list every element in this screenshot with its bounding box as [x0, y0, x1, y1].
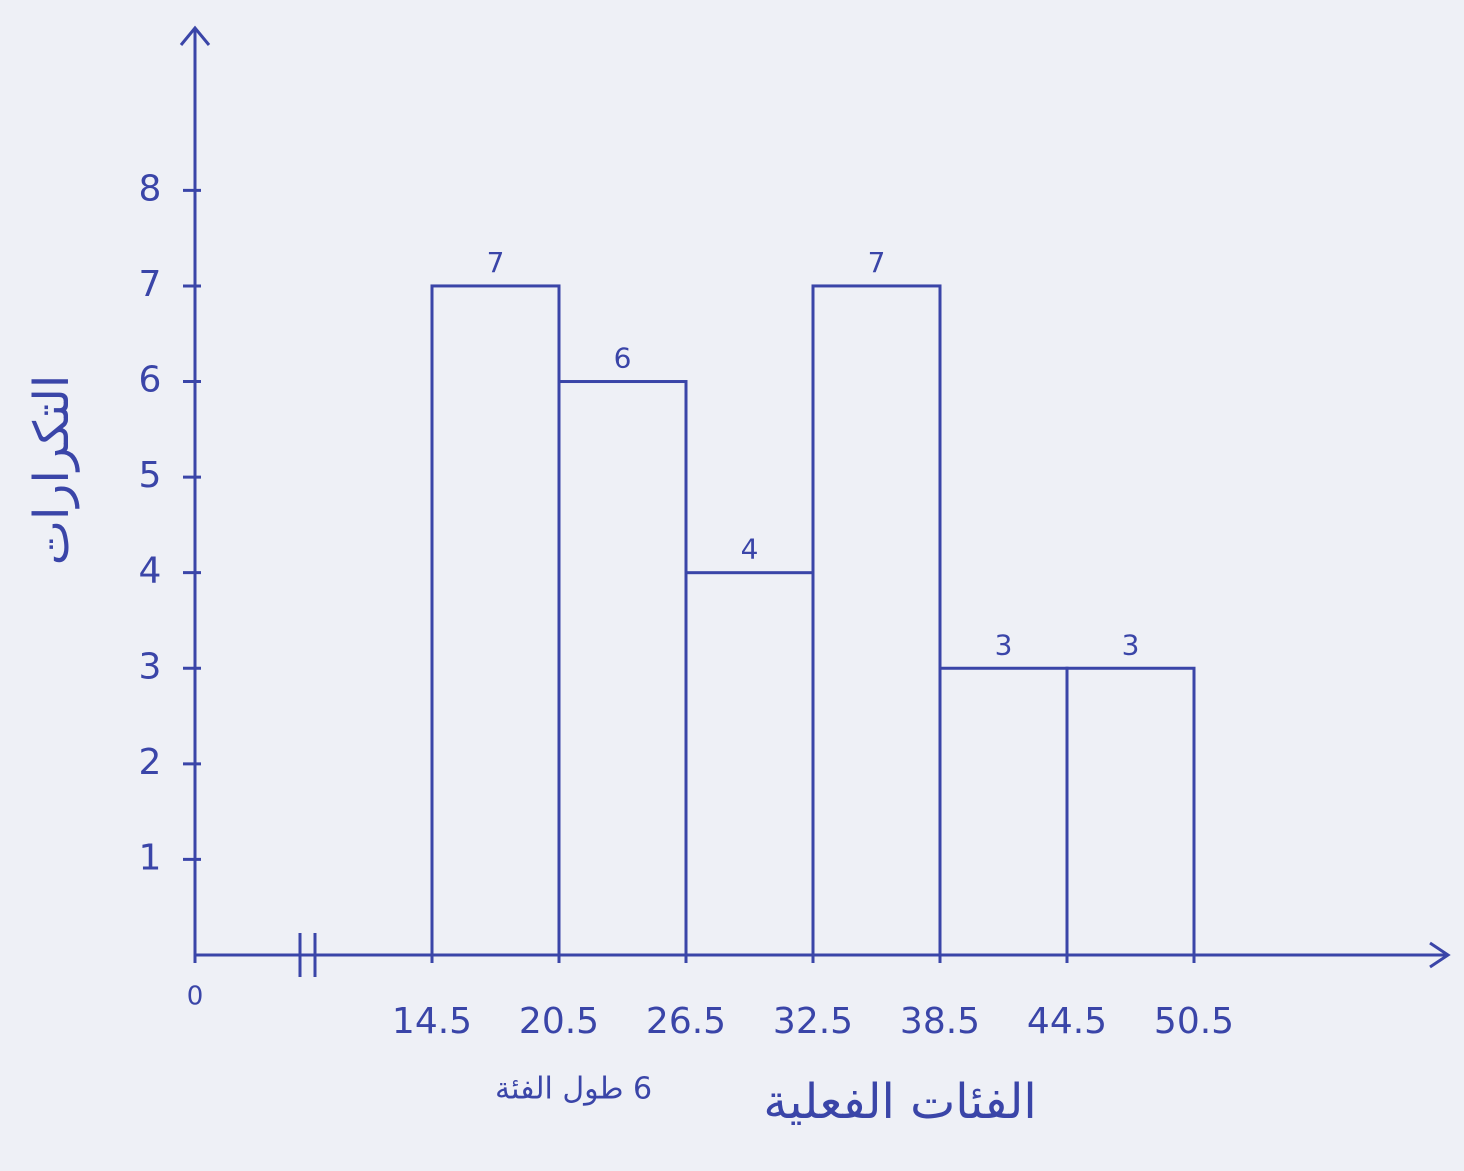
value-label: 4: [741, 533, 759, 566]
value-label: 6: [614, 342, 632, 375]
y-tick-label: 3: [139, 646, 162, 687]
annotation: 6 طول الفئة: [495, 1072, 652, 1107]
x-tick-label: 38.5: [900, 1001, 980, 1042]
value-label: 3: [1122, 628, 1140, 661]
y-tick-label: 5: [139, 455, 162, 496]
axis-break: [298, 933, 317, 977]
bar: [1065, 666, 1196, 957]
value-label: 7: [487, 246, 505, 279]
y-axis: [179, 25, 211, 955]
x-tick-label: 50.5: [1154, 1001, 1234, 1042]
x-tick-label: 44.5: [1027, 1001, 1107, 1042]
bar: [557, 380, 688, 957]
bar: [430, 284, 561, 957]
value-label: 7: [868, 246, 886, 279]
y-tick-label: 1: [139, 837, 162, 878]
bar: [938, 666, 1069, 957]
x-tick-label: 20.5: [519, 1001, 599, 1042]
y-tick-label: 7: [139, 264, 162, 305]
x-tick-label: 0: [187, 982, 204, 1012]
y-tick-label: 4: [139, 551, 162, 592]
bar: [811, 284, 942, 957]
x-tick-label: 14.5: [392, 1001, 472, 1042]
y-tick-label: 8: [139, 168, 162, 209]
y-tick-label: 2: [139, 742, 162, 783]
bar: [684, 571, 815, 957]
y-axis-label: التكرارات: [24, 375, 80, 565]
value-label: 3: [995, 628, 1013, 661]
x-tick-label: 32.5: [773, 1001, 853, 1042]
x-tick-label: 26.5: [646, 1001, 726, 1042]
y-tick-label: 6: [139, 360, 162, 401]
x-axis-label: الفئات الفعلية: [763, 1074, 1036, 1130]
